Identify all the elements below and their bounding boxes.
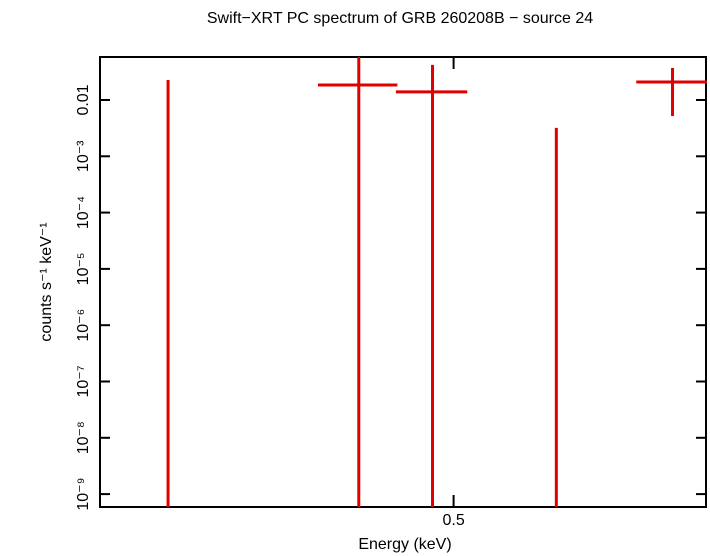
y-tick-label: 10⁻⁴ [75,196,92,229]
x-axis-label: Energy (keV) [358,536,451,553]
y-axis-label: counts s⁻¹ keV⁻¹ [38,222,55,341]
y-tick-label: 10⁻⁵ [75,252,92,285]
plot-frame [99,56,707,508]
y-tick-label: 10⁻⁸ [75,421,92,454]
y-tick-label: 10⁻⁷ [75,365,92,397]
y-tick-label: 10⁻⁶ [75,309,92,342]
y-tick-label: 10⁻³ [75,140,92,172]
y-tick-label: 10⁻⁹ [75,478,92,511]
x-tick-label: 0.5 [442,512,464,529]
chart-title: Swift−XRT PC spectrum of GRB 260208B − s… [207,10,593,27]
y-tick-label: 0.01 [75,84,92,115]
